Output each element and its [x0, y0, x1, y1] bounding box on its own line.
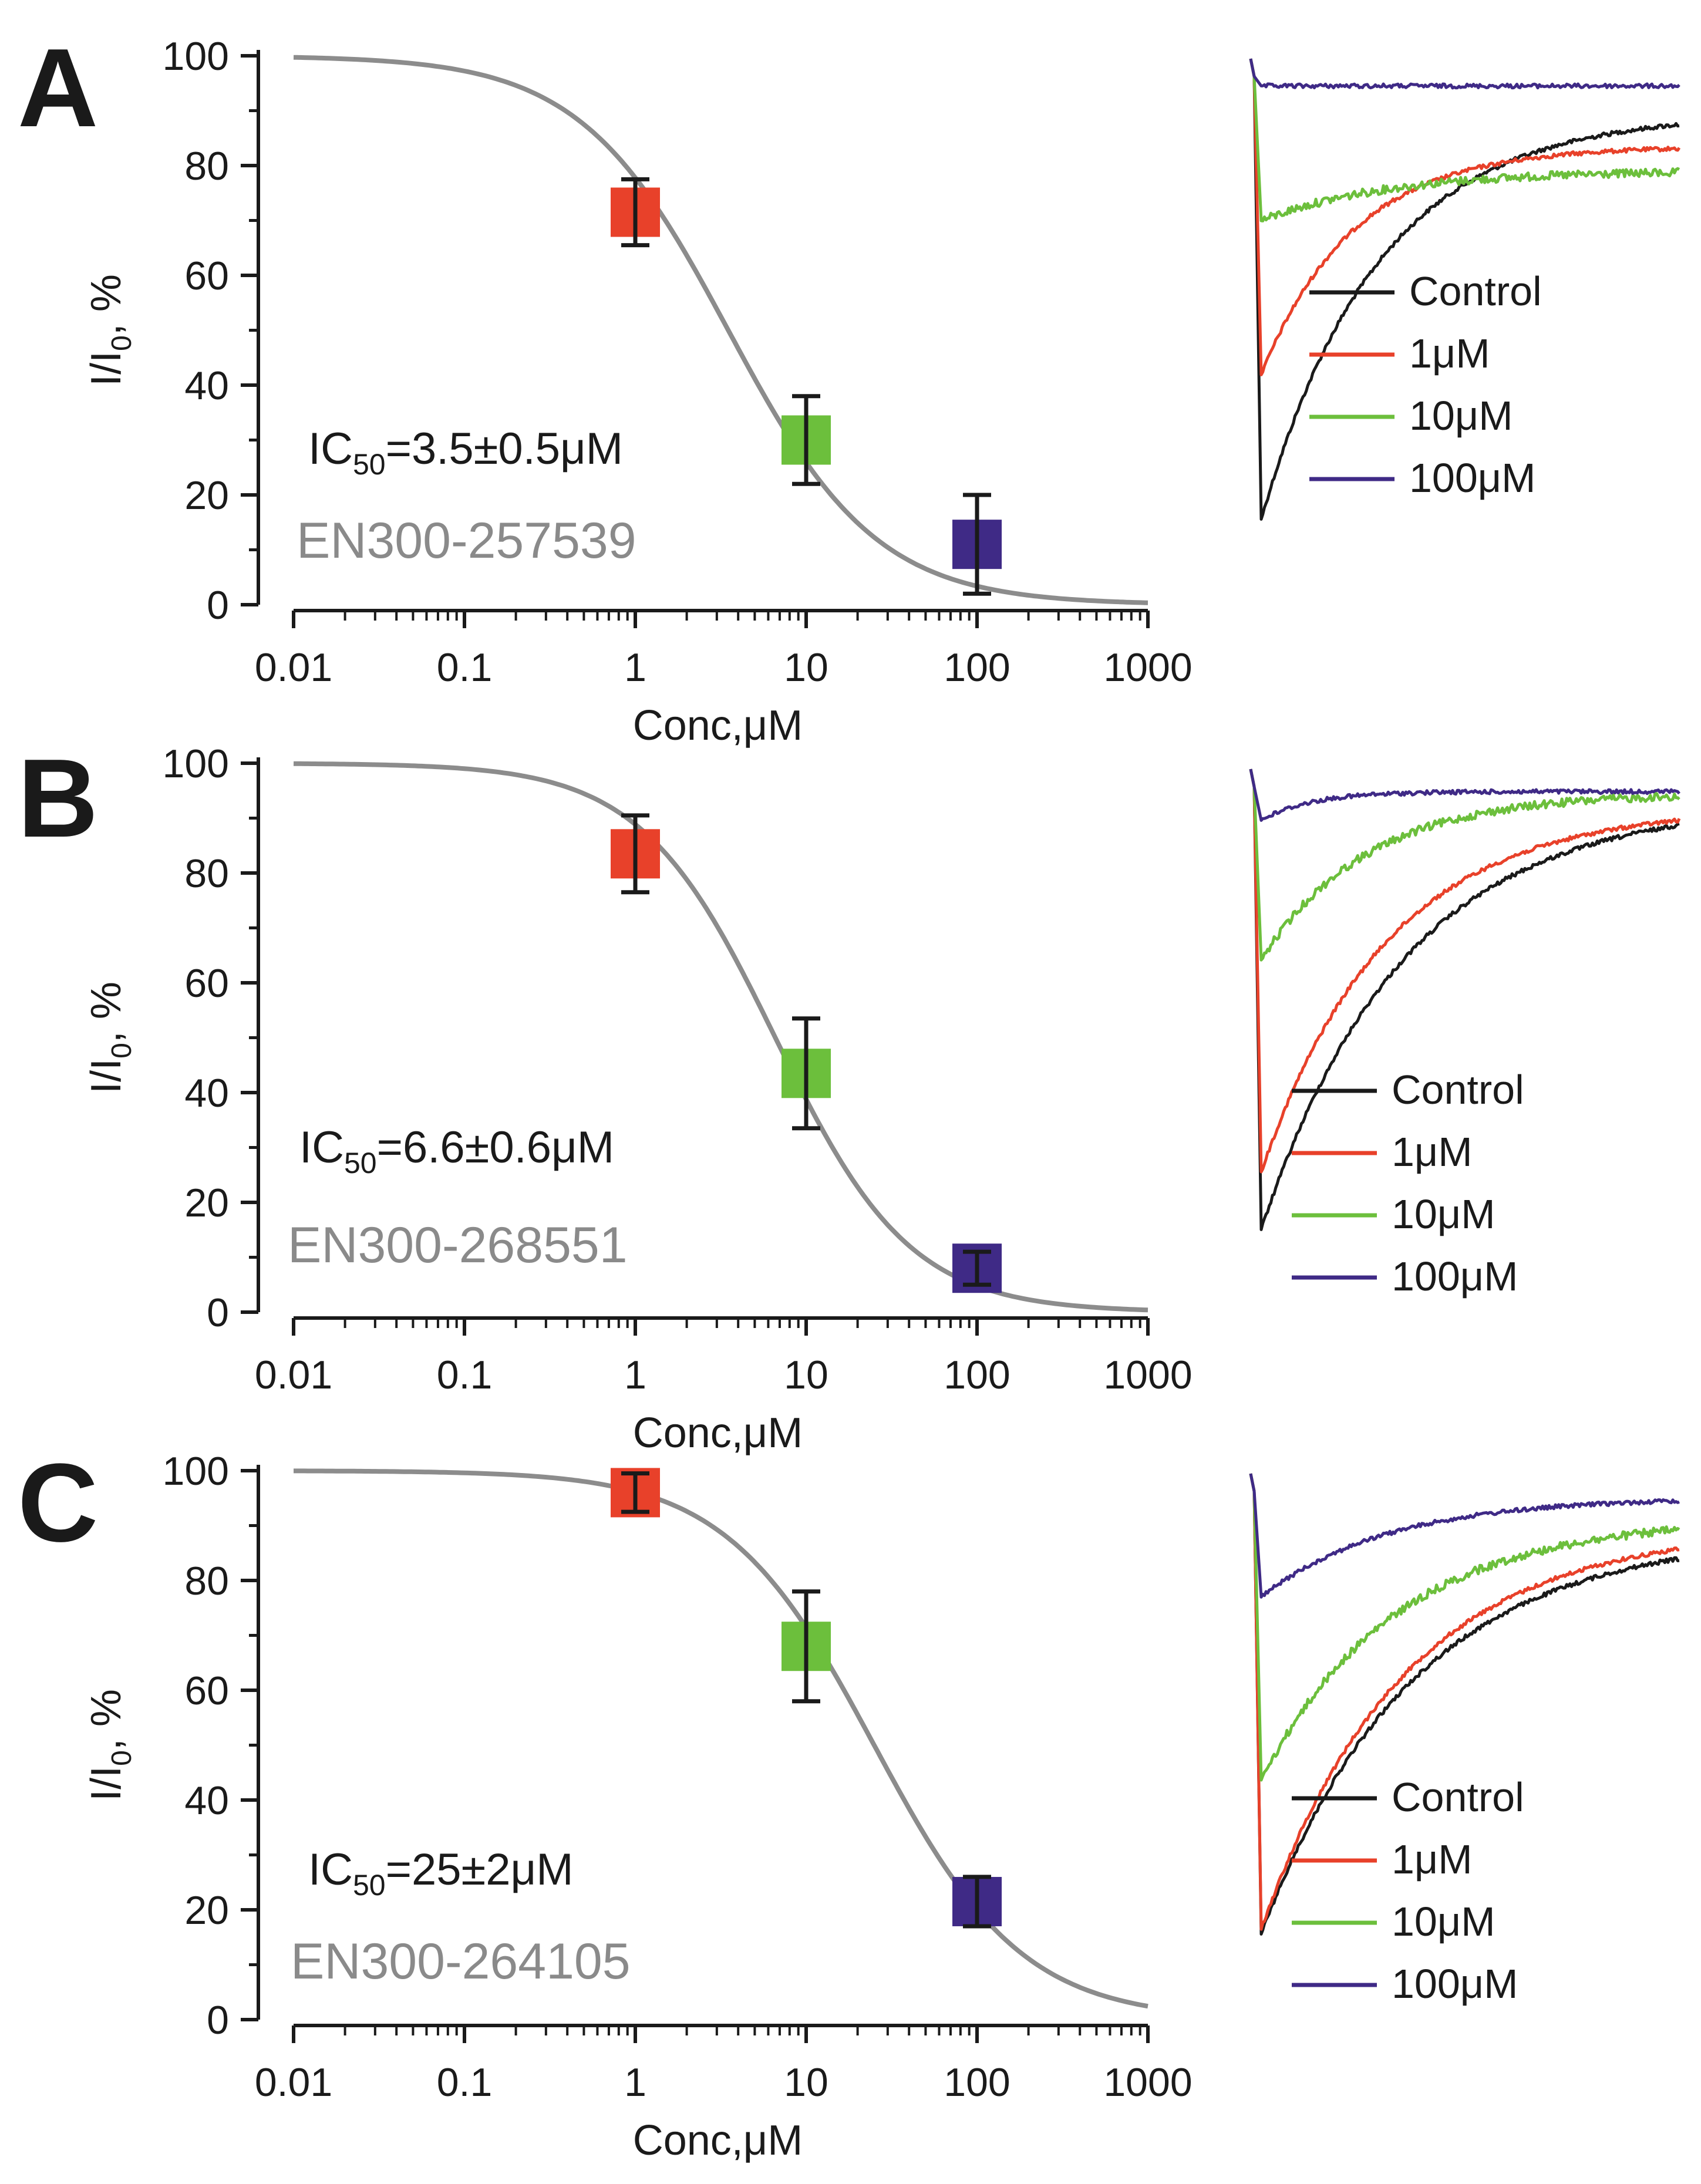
- y-tick-label: 40: [184, 1071, 229, 1115]
- panel-C: C 0 20 40 60 80 100 0.01 0.1 1 10 100 1000 Conc,μM I/I…: [18, 1441, 1680, 2164]
- y-tick-label: 0: [207, 1290, 229, 1335]
- panel-letter: B: [18, 736, 98, 861]
- x-tick-label: 10: [784, 645, 828, 690]
- trace-line: [1249, 58, 1680, 223]
- x-tick-label: 100: [944, 2060, 1010, 2105]
- trace-line: [1249, 769, 1681, 1174]
- x-tick-label: 100: [944, 1353, 1010, 1397]
- x-tick-label: 100: [944, 645, 1010, 690]
- y-tick-label: 0: [207, 583, 229, 628]
- x-tick-label: 1000: [1103, 645, 1192, 690]
- x-tick-label: 0.01: [255, 1353, 332, 1397]
- fit-curve: [294, 1468, 1148, 2009]
- ic50-annotation: IC50=6.6±0.6μM: [299, 1123, 614, 1179]
- x-tick-label: 1: [624, 645, 646, 690]
- compound-id: EN300-257539: [297, 513, 636, 569]
- fit-curve: [293, 55, 1148, 605]
- panel-B: B 0 20 40 60 80 100 0.01 0.1 1 10 100 1000 Conc,μM I/I…: [18, 736, 1681, 1457]
- legend-label: 1μM: [1392, 1836, 1473, 1882]
- x-axis-label: Conc,μM: [633, 1410, 803, 1457]
- x-tick-label: 0.01: [255, 2060, 332, 2105]
- legend-label: 10μM: [1409, 393, 1513, 439]
- legend-label: Control: [1392, 1067, 1524, 1113]
- x-tick-label: 10: [784, 1353, 828, 1397]
- ic50-annotation: IC50=25±2μM: [308, 1845, 574, 1902]
- current-traces: [1249, 769, 1681, 1231]
- legend-label: 10μM: [1392, 1899, 1495, 1944]
- y-tick-label: 20: [184, 1181, 229, 1225]
- legend-label: 1μM: [1409, 331, 1490, 376]
- x-tick-label: 0.01: [255, 645, 332, 690]
- trace-line: [1249, 58, 1681, 376]
- compound-id: EN300-264105: [291, 1933, 631, 1990]
- x-tick-label: 0.1: [437, 2060, 493, 2105]
- x-tick-label: 0.1: [437, 645, 493, 690]
- trace-line: [1249, 769, 1680, 1231]
- y-tick-label: 0: [207, 1998, 229, 2043]
- panel-letter: A: [18, 26, 98, 150]
- legend-label: 100μM: [1409, 455, 1535, 501]
- current-traces: [1249, 58, 1681, 521]
- y-tick-label: 40: [184, 363, 229, 408]
- legend-label: 10μM: [1392, 1191, 1495, 1237]
- legend: Control 1μM 10μM 100μM: [1292, 1774, 1524, 2007]
- fit-curve: [293, 761, 1148, 1313]
- trace-line: [1249, 1473, 1680, 1782]
- trace-line: [1249, 1473, 1680, 1931]
- legend-label: Control: [1392, 1774, 1524, 1820]
- y-axis-label: I/I0, %: [83, 274, 137, 386]
- y-tick-label: 80: [184, 851, 229, 896]
- y-tick-label: 20: [184, 473, 229, 518]
- compound-id: EN300-268551: [288, 1217, 628, 1273]
- y-tick-label: 60: [184, 1669, 229, 1713]
- y-tick-label: 60: [184, 254, 229, 298]
- legend-label: Control: [1409, 268, 1542, 314]
- x-tick-label: 1: [624, 1353, 646, 1397]
- y-axis-label: I/I0, %: [83, 1689, 137, 1801]
- y-tick-label: 100: [163, 34, 229, 79]
- panel-A: A 0 20 40 60 80 100 0.01 0.1 1 10 100 1000 Conc,μM I/I…: [18, 26, 1681, 749]
- y-tick-label: 80: [184, 144, 229, 188]
- x-tick-label: 0.1: [437, 1353, 493, 1397]
- current-traces: [1249, 1473, 1680, 1936]
- ic50-annotation: IC50=3.5±0.5μM: [308, 424, 623, 481]
- x-tick-label: 10: [784, 2060, 828, 2105]
- x-axis-label: Conc,μM: [633, 702, 803, 749]
- trace-line: [1249, 769, 1680, 822]
- x-tick-label: 1: [624, 2060, 646, 2105]
- legend: Control 1μM 10μM 100μM: [1309, 268, 1542, 501]
- trace-line: [1249, 1473, 1680, 1936]
- y-tick-label: 100: [163, 742, 229, 786]
- trace-line: [1249, 1473, 1680, 1599]
- x-tick-label: 1000: [1103, 2060, 1192, 2105]
- trace-line: [1249, 58, 1680, 90]
- y-tick-label: 80: [184, 1559, 229, 1603]
- legend: Control 1μM 10μM 100μM: [1292, 1067, 1524, 1299]
- legend-label: 1μM: [1392, 1129, 1473, 1175]
- x-axis-label: Conc,μM: [633, 2117, 803, 2164]
- y-tick-label: 60: [184, 961, 229, 1006]
- legend-label: 100μM: [1392, 1253, 1518, 1299]
- x-tick-label: 1000: [1103, 1353, 1192, 1397]
- y-axis-label: I/I0, %: [83, 982, 137, 1094]
- trace-line: [1249, 769, 1680, 962]
- panel-letter: C: [18, 1441, 98, 1565]
- y-tick-label: 40: [184, 1778, 229, 1823]
- y-tick-label: 100: [163, 1449, 229, 1494]
- y-tick-label: 20: [184, 1888, 229, 1933]
- legend-label: 100μM: [1392, 1961, 1518, 2007]
